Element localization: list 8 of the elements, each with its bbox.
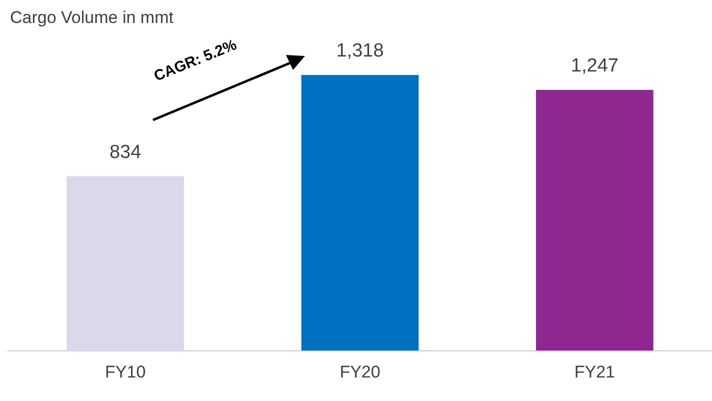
annotation: CAGR: 5.2% xyxy=(152,36,240,85)
x-tick-label: FY21 xyxy=(574,362,615,382)
data-label: 834 xyxy=(109,142,142,163)
x-tick-label: FY20 xyxy=(340,362,380,382)
chart-title: Cargo Volume in mmt xyxy=(10,8,174,28)
data-label: 1,247 xyxy=(570,56,618,77)
data-label: 1,318 xyxy=(336,40,384,62)
x-tick-label: FY10 xyxy=(105,362,146,382)
